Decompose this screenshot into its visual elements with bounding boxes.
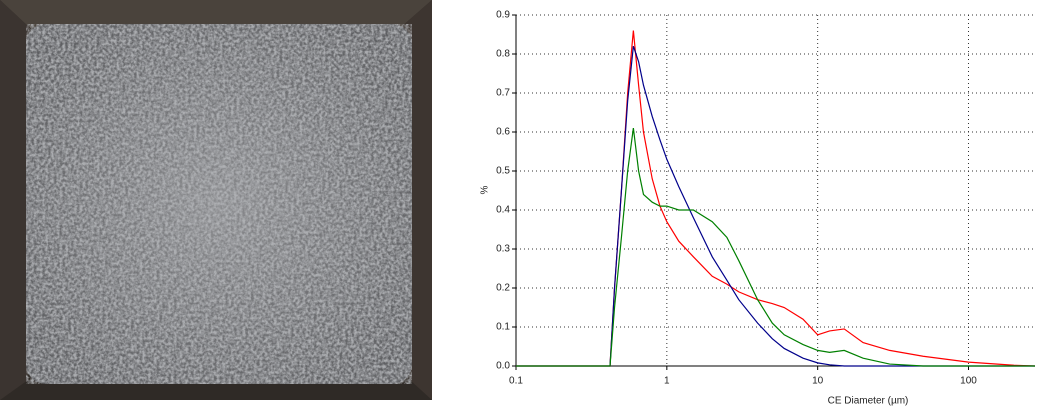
series-line [516, 128, 1035, 367]
y-tick-label: 0.4 [496, 205, 510, 216]
y-tick-label: 0.6 [496, 127, 510, 138]
x-axis-label: CE Diameter (µm) [828, 396, 909, 407]
y-tick-label: 0.8 [496, 49, 510, 60]
y-tick-label: 0.1 [496, 322, 510, 333]
x-tick-label: 10 [812, 376, 824, 387]
y-tick-label: 0.0 [496, 361, 510, 372]
x-tick-label: 1 [664, 376, 670, 387]
x-tick-label: 0.1 [509, 376, 523, 387]
photo [0, 0, 432, 400]
series-line [516, 30, 1036, 367]
y-tick-label: 0.2 [496, 283, 510, 294]
y-tick-label: 0.3 [496, 244, 510, 255]
series-line [516, 46, 1035, 367]
y-tick-label: 0.7 [496, 88, 510, 99]
y-tick-label: 0.5 [496, 166, 510, 177]
y-tick-label: 0.9 [496, 10, 510, 21]
y-axis-label: % [480, 185, 491, 194]
x-tick-label: 100 [960, 376, 977, 387]
